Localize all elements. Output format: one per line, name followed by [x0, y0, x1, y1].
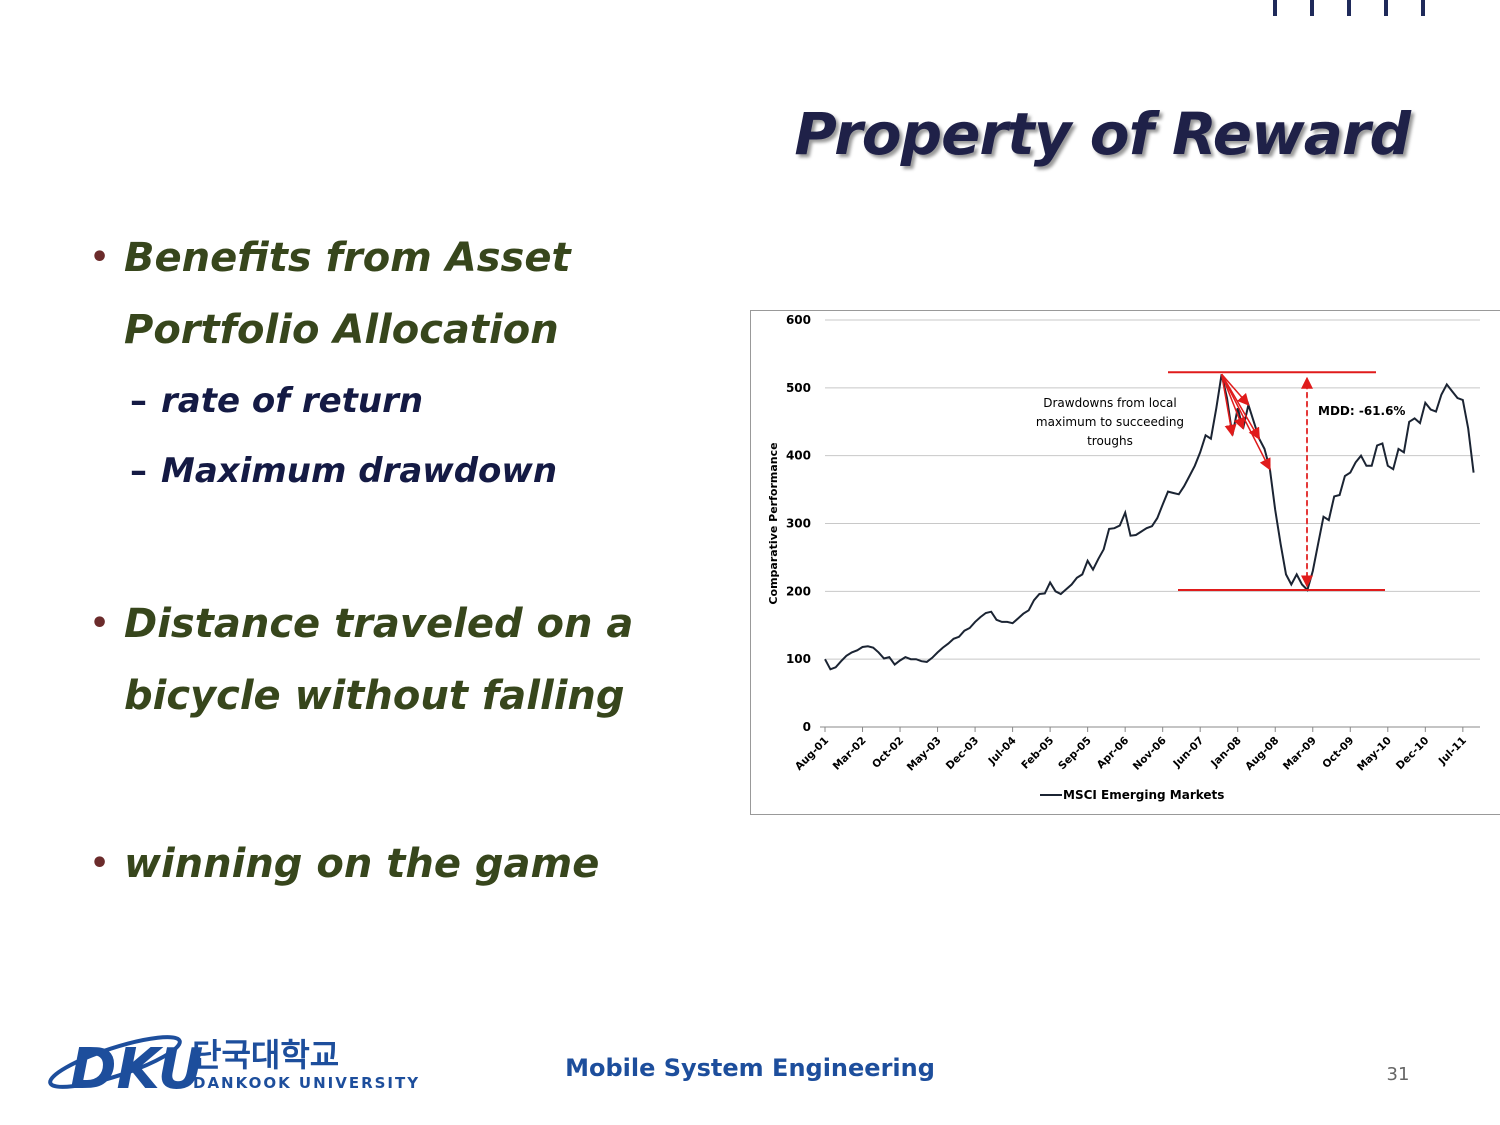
y-tick-label: 100 [786, 652, 811, 666]
sub-bullet-text: Maximum drawdown [161, 451, 558, 491]
bullet: • winning on the game [90, 828, 750, 900]
logo-mark: DKU [70, 1037, 203, 1102]
bullet-text: winning on the game [124, 841, 600, 887]
y-tick-label: 500 [786, 381, 811, 395]
logo-korean: 단국대학교 [192, 1036, 339, 1074]
bullet: • Distance traveled on a bicycle without … [90, 588, 750, 732]
sub-bullet: – rate of return [130, 381, 424, 421]
y-tick-label: 0 [803, 720, 811, 734]
annotation-text: maximum to succeeding [1036, 415, 1184, 429]
annotation-text: troughs [1087, 434, 1133, 448]
sub-bullet-text: rate of return [161, 381, 424, 421]
drawdown-arrow [1220, 373, 1245, 430]
y-tick-label: 200 [786, 584, 811, 598]
logo: DKU 단국대학교 DANKOOK UNIVERSITY [48, 1035, 420, 1102]
legend-label: MSCI Emerging Markets [1063, 788, 1224, 802]
annotation-text: MDD: -61.6% [1318, 404, 1405, 418]
y-tick-label: 300 [786, 517, 811, 531]
series-line [824, 374, 1475, 671]
top-decoration [1273, 0, 1425, 16]
page-number: 31 [1387, 1064, 1410, 1085]
drawdown-arrow [1220, 373, 1271, 471]
drawdown-arrow [1220, 374, 1237, 437]
y-tick-label: 600 [786, 313, 811, 327]
drawdown-arrow [1221, 373, 1250, 406]
bullet: • Benefits from Asset Portfolio Allocatio… [90, 222, 750, 506]
bullet-text: Benefits from Asset Portfolio Allocation [124, 235, 571, 353]
annotation-text: Drawdowns from local [1043, 396, 1177, 410]
footer-center: Mobile System Engineering [565, 1054, 935, 1082]
bullet-text: Distance traveled on a bicycle without f… [124, 601, 634, 719]
y-axis-title: Comparative Performance [767, 442, 780, 604]
logo-english: DANKOOK UNIVERSITY [193, 1074, 420, 1092]
slide-title: Property of Reward [794, 100, 1411, 168]
sub-bullet: – Maximum drawdown [130, 451, 558, 491]
y-tick-label: 400 [786, 449, 811, 463]
